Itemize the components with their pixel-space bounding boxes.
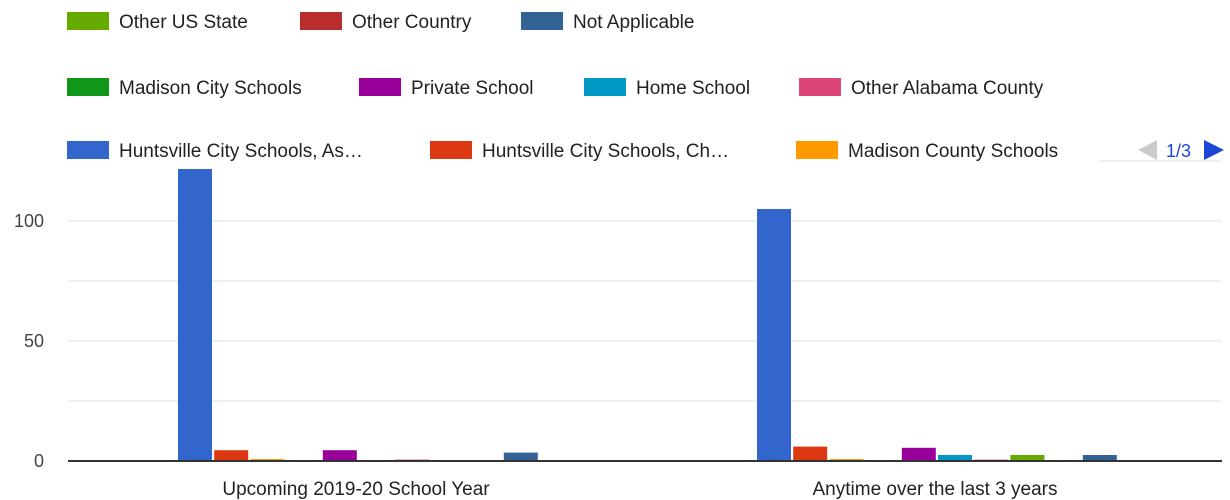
legend-item-label[interactable]: Other Alabama County bbox=[851, 78, 1044, 99]
legend-swatch bbox=[67, 12, 109, 30]
y-axis-ticks: 0 50 100 bbox=[14, 211, 44, 471]
legend-swatch bbox=[67, 78, 109, 96]
legend-item-label[interactable]: Madison City Schools bbox=[119, 78, 302, 99]
legend-item-label[interactable]: Huntsville City Schools, Ch… bbox=[482, 141, 729, 162]
y-tick-label: 50 bbox=[24, 331, 44, 351]
legend-swatch bbox=[359, 78, 401, 96]
bar[interactable] bbox=[503, 452, 538, 461]
legend-swatch bbox=[300, 12, 342, 30]
gridlines bbox=[68, 160, 1222, 402]
bar[interactable] bbox=[1010, 455, 1045, 461]
legend-swatch bbox=[584, 78, 626, 96]
bar[interactable] bbox=[901, 447, 936, 461]
y-tick-label: 100 bbox=[14, 211, 44, 231]
legend-item-label[interactable]: Huntsville City Schools, As… bbox=[119, 141, 363, 162]
legend-item-label[interactable]: Not Applicable bbox=[573, 12, 694, 33]
legend-next-arrow-icon[interactable] bbox=[1204, 140, 1224, 160]
x-axis-categories: Upcoming 2019-20 School Year Anytime over… bbox=[222, 479, 1057, 500]
legend-swatch bbox=[799, 78, 841, 96]
legend-page-indicator: 1/3 bbox=[1166, 141, 1191, 161]
legend-row-background bbox=[60, 2, 720, 40]
legend-swatch bbox=[67, 141, 109, 159]
legend-row-background bbox=[60, 131, 1098, 169]
x-category-label: Anytime over the last 3 years bbox=[813, 479, 1058, 500]
legend-prev-arrow-icon[interactable] bbox=[1138, 140, 1157, 160]
legend-row-background bbox=[60, 68, 1088, 106]
legend-item-label[interactable]: Madison County Schools bbox=[848, 141, 1058, 162]
x-category-label: Upcoming 2019-20 School Year bbox=[222, 479, 490, 500]
bars bbox=[178, 158, 1117, 461]
legend-swatch bbox=[430, 141, 472, 159]
legend-swatch bbox=[796, 141, 838, 159]
legend-item-label[interactable]: Home School bbox=[636, 78, 750, 99]
legend-item-label[interactable]: Private School bbox=[411, 78, 534, 99]
legend-item-label[interactable]: Other Country bbox=[352, 12, 472, 33]
bar[interactable] bbox=[178, 158, 212, 461]
bar[interactable] bbox=[793, 446, 828, 461]
legend-item-label[interactable]: Other US State bbox=[119, 12, 248, 33]
legend: Other US State Other Country Not Applicabl… bbox=[60, 2, 1098, 169]
y-tick-label: 0 bbox=[34, 451, 44, 471]
bar[interactable] bbox=[322, 450, 357, 461]
bar[interactable] bbox=[757, 209, 791, 461]
bar[interactable] bbox=[1082, 455, 1117, 461]
legend-pager: 1/3 bbox=[1138, 140, 1224, 161]
bar[interactable] bbox=[214, 450, 249, 461]
legend-swatch bbox=[521, 12, 563, 30]
bar[interactable] bbox=[938, 455, 972, 461]
